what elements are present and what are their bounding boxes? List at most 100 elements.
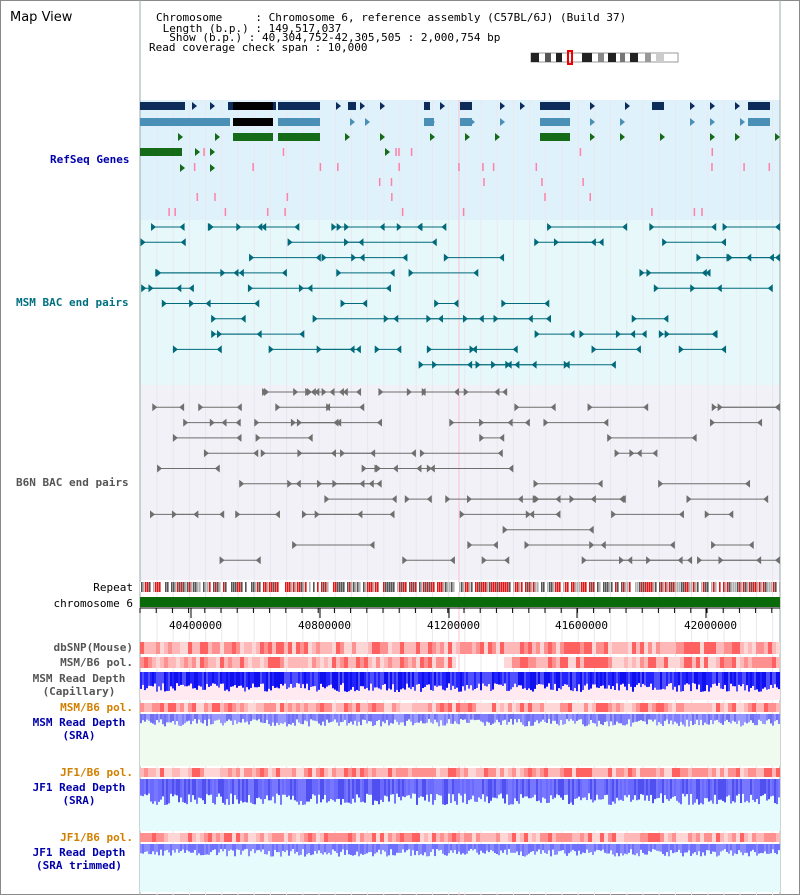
heat-cell bbox=[596, 642, 600, 654]
depth-bar bbox=[586, 714, 588, 726]
depth-bar bbox=[694, 672, 696, 684]
depth-bar bbox=[448, 844, 450, 854]
depth-bar bbox=[160, 844, 162, 850]
depth-bar bbox=[234, 779, 236, 796]
repeat-element bbox=[425, 582, 427, 592]
heat-cell bbox=[652, 657, 656, 668]
heat-cell bbox=[408, 768, 412, 777]
depth-bar bbox=[748, 779, 750, 803]
heat-cell bbox=[308, 703, 312, 712]
repeat-element bbox=[673, 582, 675, 592]
repeat-element bbox=[607, 582, 609, 592]
depth-bar bbox=[642, 779, 644, 795]
depth-bar bbox=[636, 672, 638, 685]
chromosome-ideogram[interactable] bbox=[530, 50, 679, 65]
bac-end bbox=[431, 238, 437, 247]
depth-bar bbox=[196, 672, 198, 690]
heat-cell bbox=[444, 833, 448, 842]
heat-cell bbox=[444, 768, 448, 777]
bac-end bbox=[678, 345, 684, 354]
depth-bar bbox=[144, 844, 146, 852]
heat-cell bbox=[760, 657, 764, 668]
heat-cell bbox=[232, 833, 236, 842]
heat-cell bbox=[400, 657, 404, 668]
depth-bar bbox=[668, 779, 670, 801]
depth-bar bbox=[498, 714, 500, 723]
heat-cell bbox=[376, 833, 380, 842]
heat-cell bbox=[624, 642, 628, 654]
heat-cell bbox=[500, 703, 504, 712]
heat-cell bbox=[256, 657, 260, 668]
msm-bac-pairs[interactable] bbox=[140, 223, 780, 369]
depth-bar bbox=[366, 779, 368, 794]
bac-end bbox=[508, 464, 514, 473]
repeat-element bbox=[715, 582, 717, 592]
heat-cell bbox=[468, 642, 472, 654]
depth-bar bbox=[526, 844, 528, 856]
depth-bar bbox=[228, 714, 230, 720]
depth-bar bbox=[282, 714, 284, 724]
heat-cell bbox=[520, 768, 524, 777]
heat-cell bbox=[720, 768, 724, 777]
depth-bar bbox=[610, 779, 612, 805]
refseq-genes[interactable] bbox=[140, 102, 780, 216]
depth-bar bbox=[204, 714, 206, 720]
repeat-element bbox=[365, 582, 367, 592]
depth-bar bbox=[470, 779, 472, 800]
depth-bar bbox=[220, 779, 222, 797]
heat-cell bbox=[336, 642, 340, 654]
repeat-element bbox=[167, 582, 169, 592]
depth-bar bbox=[596, 672, 598, 688]
repeat-element bbox=[215, 582, 217, 592]
depth-bar bbox=[466, 779, 468, 805]
depth-bar bbox=[278, 779, 280, 796]
depth-bar bbox=[338, 714, 340, 726]
depth-bar bbox=[392, 672, 394, 685]
heat-cell bbox=[752, 642, 756, 654]
heat-cell bbox=[244, 833, 248, 842]
depth-bar bbox=[190, 714, 192, 725]
depth-bar bbox=[158, 779, 160, 802]
heat-cell bbox=[672, 768, 676, 777]
depth-bar bbox=[216, 672, 218, 686]
repeat-element bbox=[177, 582, 179, 592]
depth-bar bbox=[366, 844, 368, 854]
repeat-element bbox=[423, 582, 425, 592]
depth-bar bbox=[318, 672, 320, 690]
repeat-element bbox=[491, 582, 493, 592]
depth-bar bbox=[328, 714, 330, 723]
depth-bar bbox=[600, 714, 602, 725]
heat-cell bbox=[524, 768, 528, 777]
depth-bar bbox=[720, 714, 722, 724]
heat-cell bbox=[624, 833, 628, 842]
heat-cell bbox=[652, 703, 656, 712]
heat-cell bbox=[320, 833, 324, 842]
bac-end bbox=[281, 268, 287, 277]
depth-bar bbox=[278, 714, 280, 726]
heat-cell bbox=[428, 768, 432, 777]
heat-cell bbox=[388, 768, 392, 777]
heat-cell bbox=[616, 703, 620, 712]
heat-cell bbox=[664, 657, 668, 668]
repeat-element bbox=[359, 582, 361, 592]
depth-bar bbox=[410, 844, 412, 856]
heat-cell bbox=[412, 703, 416, 712]
repeat-element bbox=[387, 582, 389, 592]
heat-cell bbox=[668, 657, 672, 668]
heat-cell bbox=[660, 833, 664, 842]
depth-bar bbox=[196, 779, 198, 804]
depth-bar bbox=[658, 844, 660, 852]
depth-bar bbox=[636, 714, 638, 722]
depth-bar bbox=[764, 672, 766, 688]
depth-bar bbox=[500, 672, 502, 685]
depth-bar bbox=[194, 714, 196, 720]
depth-bar bbox=[620, 779, 622, 800]
heat-cell bbox=[636, 833, 640, 842]
heat-cell bbox=[728, 703, 732, 712]
depth-bar bbox=[494, 779, 496, 798]
depth-bar bbox=[440, 844, 442, 850]
depth-bar bbox=[304, 779, 306, 805]
b6n-bac-pairs[interactable] bbox=[150, 388, 780, 565]
bac-end bbox=[534, 238, 540, 247]
depth-bar bbox=[178, 779, 180, 803]
